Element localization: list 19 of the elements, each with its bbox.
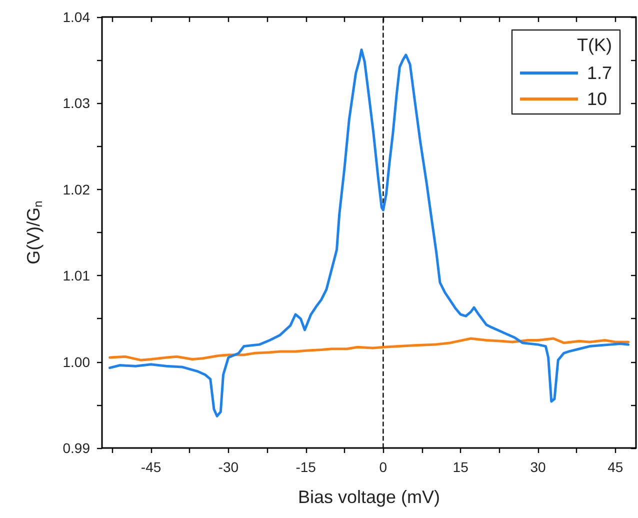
x-tick-label: 0 — [379, 459, 388, 475]
x-tick-label: -30 — [218, 459, 239, 475]
x-tick-label: -45 — [140, 459, 162, 475]
y-tick-label: 1.01 — [62, 268, 90, 284]
y-tick-label: 0.99 — [62, 440, 90, 456]
x-tick-label: 45 — [608, 459, 624, 475]
y-tick-label: 1.02 — [62, 181, 90, 198]
y-tick-label: 1.03 — [62, 95, 90, 112]
legend-label: 1.7 — [586, 63, 612, 83]
y-tick-label: 1.00 — [62, 354, 90, 370]
x-axis-title: Bias voltage (mV) — [298, 487, 440, 507]
x-tick-label: -15 — [296, 459, 316, 475]
y-axis-title: G(V)/Gn — [24, 200, 45, 264]
x-tick-label: 30 — [530, 459, 546, 475]
legend-title: T(K) — [577, 35, 612, 55]
legend-label: 10 — [586, 89, 608, 109]
x-tick-label: 15 — [452, 459, 469, 475]
y-tick-label: 1.04 — [62, 9, 90, 25]
line-series — [108, 337, 630, 362]
